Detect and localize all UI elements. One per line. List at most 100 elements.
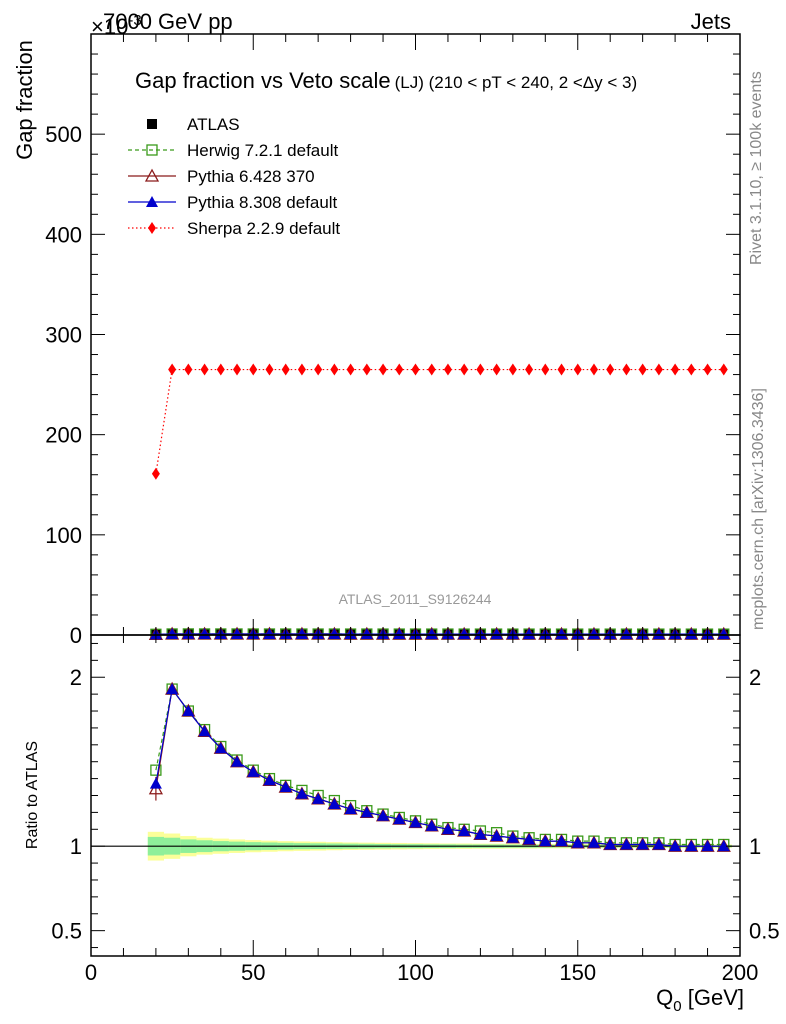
point-sherpa-95	[395, 363, 404, 376]
ratio-point-pythia8-90	[377, 809, 390, 821]
legend-label-herwig: Herwig 7.2.1 default	[187, 141, 338, 160]
legend-label-pythia6: Pythia 6.428 370	[187, 167, 315, 186]
point-sherpa-20	[151, 467, 160, 480]
ratio-point-pythia8-20	[149, 777, 162, 789]
ratio-ytick-label-right: 2	[749, 665, 761, 690]
point-sherpa-135	[525, 363, 534, 376]
point-sherpa-180	[671, 363, 680, 376]
point-sherpa-30	[184, 363, 193, 376]
ratio-ticks: 0.5 0.5 1 1 2 2	[51, 635, 780, 956]
point-pythia8-185	[685, 628, 698, 640]
point-pythia8-175	[652, 628, 665, 640]
ratio-ytick-label-left: 1	[70, 834, 82, 859]
point-pythia8-105	[425, 628, 438, 640]
ratio-point-pythia8-65	[295, 787, 308, 799]
x-tick-label: 200	[722, 960, 759, 985]
ratio-plot-layer	[91, 681, 740, 861]
point-sherpa-175	[654, 363, 663, 376]
point-sherpa-80	[346, 363, 355, 376]
point-sherpa-40	[216, 363, 225, 376]
legend: ATLAS Herwig 7.2.1 default Pythia 6.428 37…	[128, 115, 340, 238]
ratio-point-pythia8-195	[717, 840, 730, 852]
point-sherpa-150	[573, 363, 582, 376]
point-pythia8-145	[555, 628, 568, 640]
x-tick-label: 100	[397, 960, 434, 985]
ratio-point-pythia8-170	[636, 838, 649, 850]
ratio-point-pythia8-180	[669, 840, 682, 852]
ratio-point-pythia8-30	[182, 705, 195, 717]
point-pythia8-45	[231, 627, 244, 639]
point-sherpa-170	[638, 363, 647, 376]
point-sherpa-25	[168, 363, 177, 376]
x-axis-label: Q0 [GeV]	[656, 985, 744, 1015]
ratio-point-herwig-20	[150, 764, 162, 776]
main-ylabel: Gap fraction	[12, 40, 37, 160]
point-pythia8-85	[360, 628, 373, 640]
point-sherpa-130	[508, 363, 517, 376]
main-ytick-label: 400	[45, 222, 82, 247]
point-sherpa-75	[330, 363, 339, 376]
legend-label-sherpa: Sherpa 2.2.9 default	[187, 219, 340, 238]
main-ytick-label: 0	[70, 623, 82, 648]
point-pythia8-25	[166, 627, 179, 639]
ratio-point-pythia8-50	[247, 765, 260, 777]
main-ytick-label: 100	[45, 523, 82, 548]
legend-marker-pythia8	[146, 196, 158, 207]
ratio-point-pythia8-135	[523, 833, 536, 845]
ratio-point-pythia8-40	[214, 742, 227, 754]
y-exponent: ×10-3	[91, 12, 142, 39]
point-sherpa-120	[476, 363, 485, 376]
main-ytick-label: 500	[45, 122, 82, 147]
ratio-ytick-label-right: 1	[749, 834, 761, 859]
ratio-frame	[90, 634, 741, 957]
ratio-point-pythia8-100	[409, 816, 422, 828]
ratio-point-pythia8-125	[490, 830, 503, 842]
ratio-point-pythia8-35	[198, 725, 211, 737]
point-sherpa-165	[622, 363, 631, 376]
point-sherpa-140	[541, 363, 550, 376]
ratio-point-pythia8-130	[506, 831, 519, 843]
ratio-line-pythia8	[155, 687, 724, 847]
ratio-point-pythia8-70	[312, 792, 325, 804]
point-pythia8-75	[328, 628, 341, 640]
point-sherpa-145	[557, 363, 566, 376]
point-pythia8-55	[263, 627, 276, 639]
legend-marker-data	[147, 119, 157, 129]
ratio-point-pythia8-165	[620, 838, 633, 850]
point-sherpa-90	[379, 363, 388, 376]
ratio-point-pythia8-185	[685, 840, 698, 852]
point-sherpa-185	[687, 363, 696, 376]
ratio-point-pythia8-120	[474, 828, 487, 840]
ratio-point-pythia8-140	[539, 835, 552, 847]
header-right: Jets	[691, 9, 731, 34]
ratio-ytick-label-left: 2	[70, 665, 82, 690]
point-sherpa-195	[719, 363, 728, 376]
x-tick-label: 50	[241, 960, 265, 985]
point-pythia8-115	[458, 628, 471, 640]
point-sherpa-115	[460, 363, 469, 376]
ratio-ylabel: Ratio to ATLAS	[24, 741, 41, 849]
point-sherpa-155	[589, 363, 598, 376]
point-pythia8-65	[295, 628, 308, 640]
legend-item-herwig: Herwig 7.2.1 default	[128, 141, 338, 160]
point-sherpa-100	[411, 363, 420, 376]
point-sherpa-125	[492, 363, 501, 376]
ratio-point-pythia8-75	[328, 797, 341, 809]
point-pythia8-35	[198, 627, 211, 639]
legend-item-sherpa: Sherpa 2.2.9 default	[128, 219, 340, 238]
point-pythia8-95	[393, 628, 406, 640]
ratio-point-pythia8-175	[652, 838, 665, 850]
ratio-point-pythia8-145	[555, 835, 568, 847]
main-ticks: 0 100 200 300 400 500	[45, 34, 741, 648]
point-sherpa-60	[281, 363, 290, 376]
ratio-point-pythia8-110	[441, 823, 454, 835]
legend-item-data: ATLAS	[147, 115, 240, 134]
ratio-point-pythia8-85	[360, 806, 373, 818]
point-sherpa-105	[427, 363, 436, 376]
rivet-label: Rivet 3.1.10, ≥ 100k events	[748, 71, 765, 265]
point-sherpa-45	[233, 363, 242, 376]
ratio-point-pythia8-115	[458, 824, 471, 836]
ratio-point-pythia8-80	[344, 803, 357, 815]
ratio-point-pythia8-55	[263, 774, 276, 786]
